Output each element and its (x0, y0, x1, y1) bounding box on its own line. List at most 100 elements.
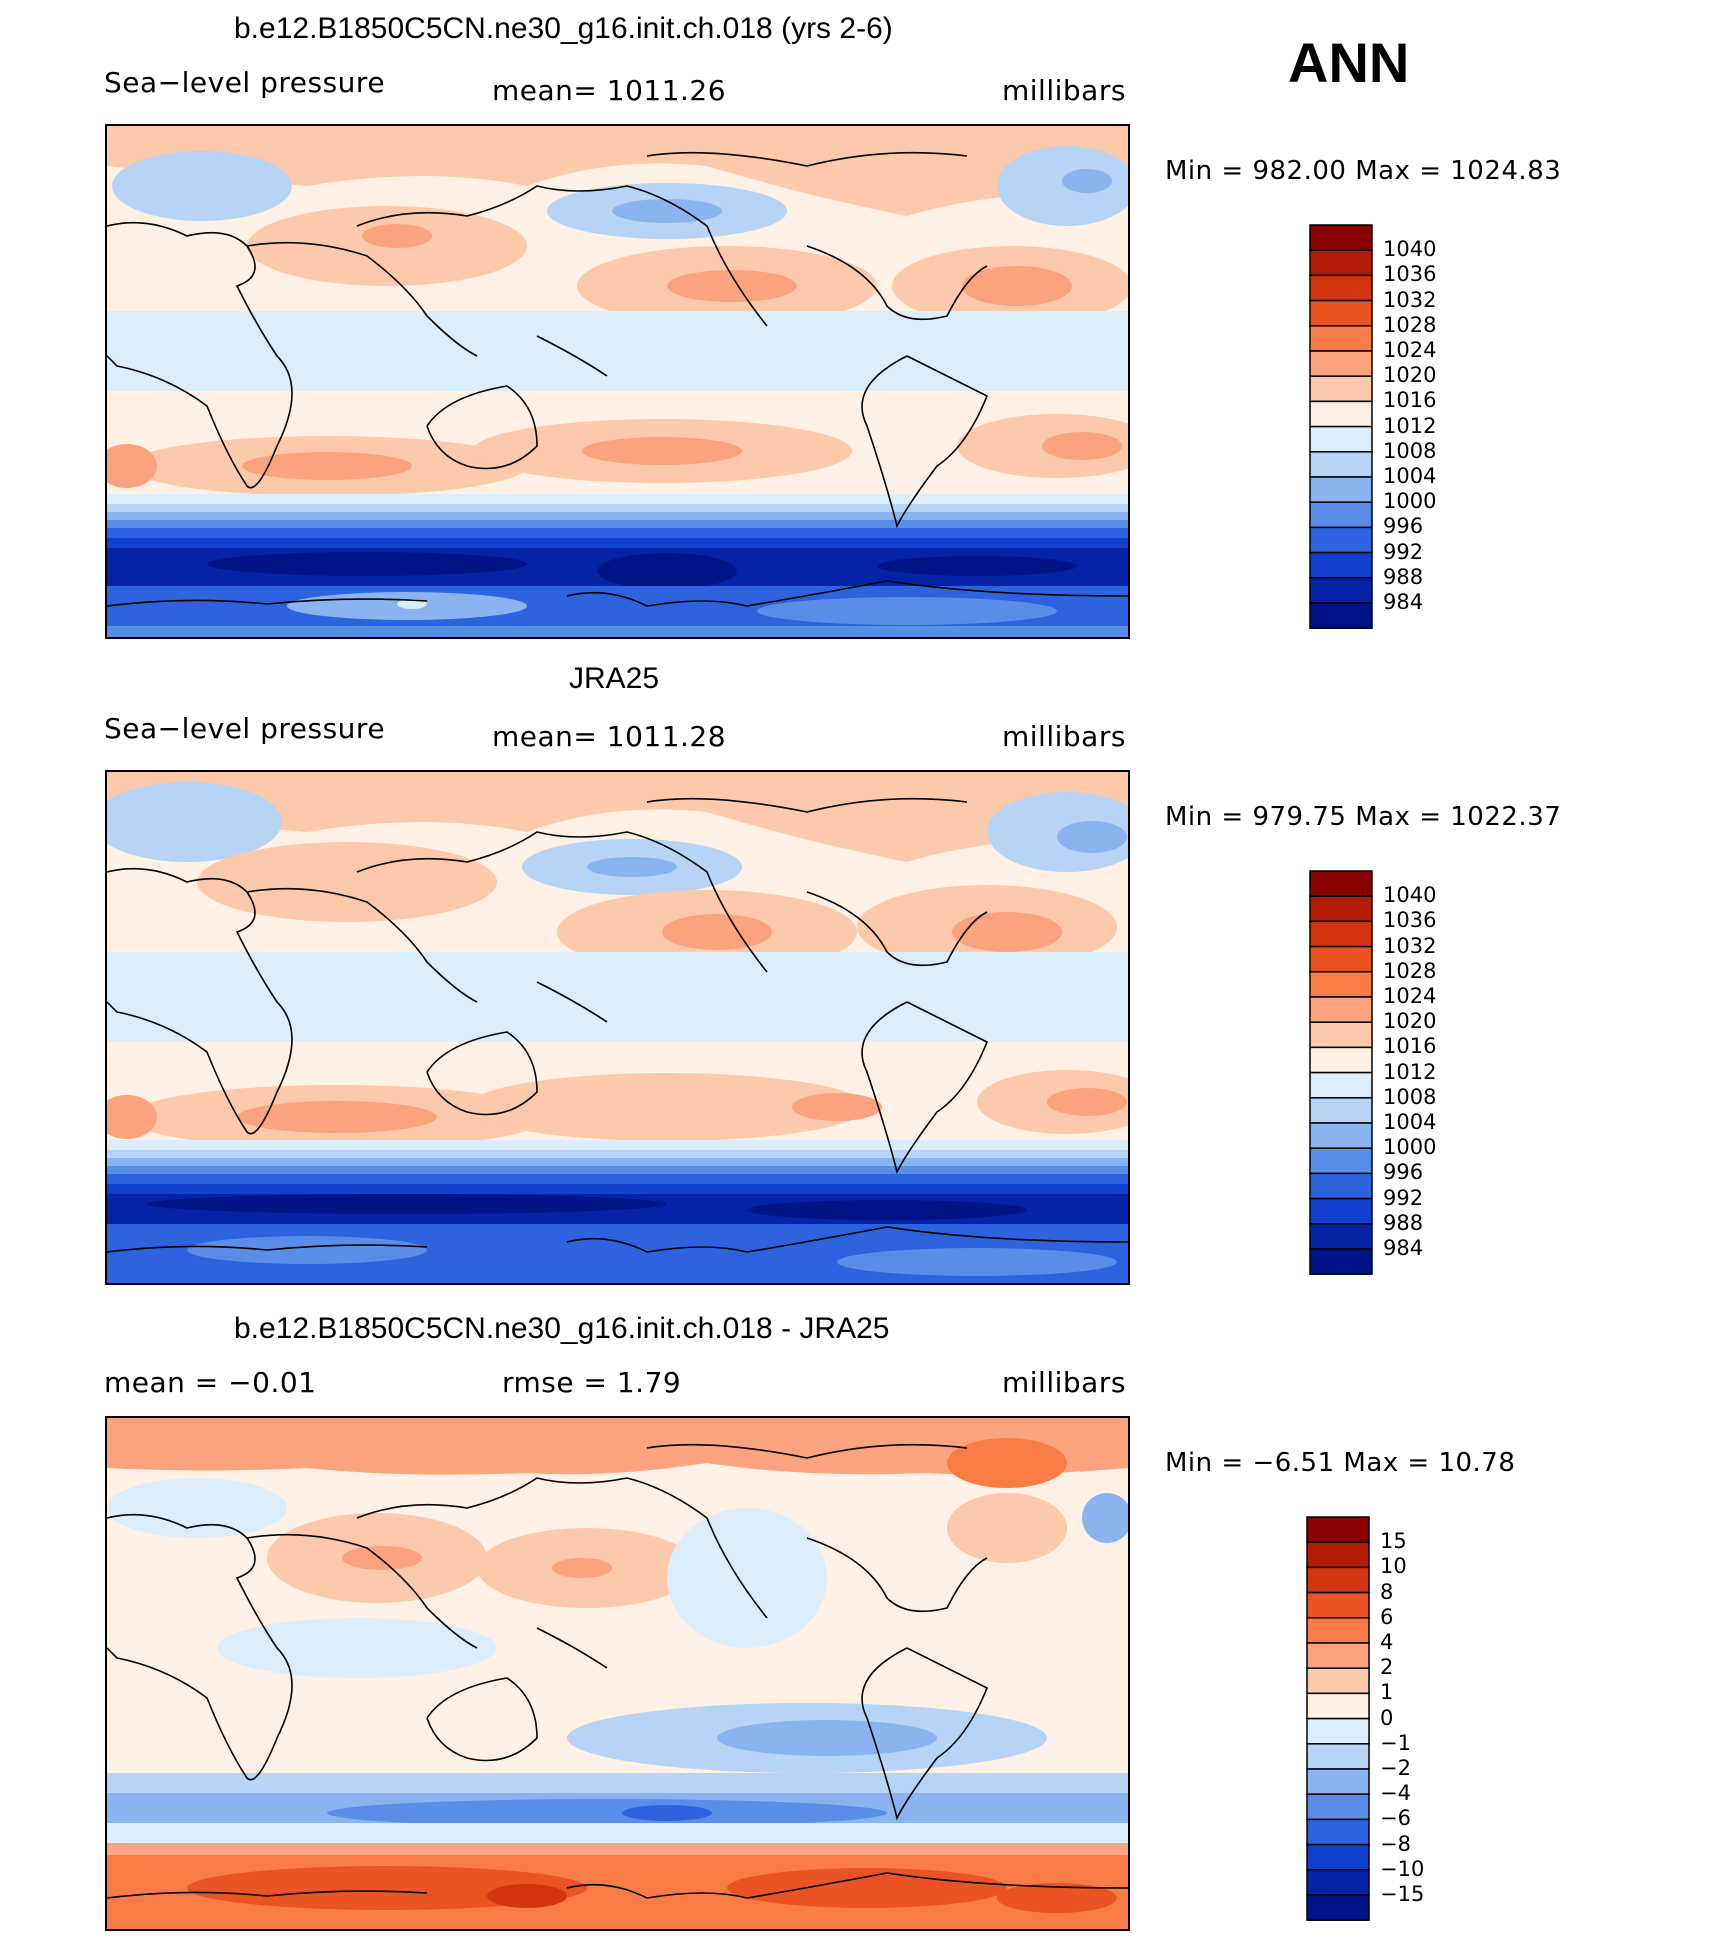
colorbar-swatch (1309, 577, 1373, 604)
colorbar-swatch (1309, 249, 1373, 277)
colorbar-swatch (1306, 1566, 1370, 1594)
colorbar-tick-label: 996 (1383, 514, 1424, 539)
colorbar-swatch (1309, 501, 1373, 529)
colorbar-swatch (1306, 1642, 1370, 1669)
panel-2-variable-label: Sea−level pressure (104, 712, 386, 745)
colorbar-tick-label: −10 (1380, 1856, 1425, 1881)
colorbar-swatch (1309, 476, 1373, 503)
panel-1-colorbar (1309, 224, 1373, 629)
colorbar-swatch (1309, 350, 1373, 377)
panel-1-title: b.e12.B1850C5CN.ne30_g16.init.ch.018 (yr… (234, 12, 893, 45)
colorbar-tick-label: 4 (1380, 1630, 1394, 1654)
colorbar-swatch (1309, 551, 1373, 579)
colorbar-swatch (1306, 1717, 1370, 1745)
colorbar-swatch (1309, 325, 1373, 352)
colorbar-tick-label: 1036 (1383, 908, 1437, 933)
colorbar-tick-label: 1012 (1383, 1059, 1437, 1084)
panel-1-variable-label: Sea−level pressure (104, 66, 386, 99)
colorbar-swatch (1309, 602, 1373, 629)
colorbar-tick-label: 984 (1383, 590, 1424, 614)
colorbar-tick-label: 1036 (1383, 262, 1437, 287)
colorbar-swatch (1306, 1667, 1370, 1695)
colorbar-tick-label: −15 (1380, 1882, 1425, 1906)
colorbar-tick-label: −4 (1380, 1781, 1411, 1806)
colorbar-tick-label: 8 (1380, 1579, 1394, 1604)
colorbar-tick-label: 1008 (1383, 1084, 1437, 1109)
colorbar-tick-label: 1016 (1383, 388, 1437, 413)
colorbar-swatch (1309, 375, 1373, 403)
colorbar-tick-label: 1012 (1383, 413, 1437, 438)
panel-3-mean-label: mean = −0.01 (104, 1366, 317, 1399)
colorbar-tick-label: 10 (1380, 1554, 1407, 1579)
panel-3-map (105, 1416, 1130, 1931)
panel-3-minmax: Min = −6.51 Max = 10.78 (1165, 1448, 1516, 1478)
panel-2-mean-label: mean= 1011.28 (492, 720, 727, 753)
colorbar-tick-label: 1004 (1383, 1110, 1437, 1134)
colorbar-swatch (1309, 1223, 1373, 1250)
colorbar-swatch (1309, 895, 1373, 923)
colorbar-tick-label: 1016 (1383, 1034, 1437, 1059)
colorbar-tick-label: −1 (1380, 1730, 1411, 1755)
colorbar-swatch (1306, 1591, 1370, 1619)
colorbar-tick-label: 984 (1383, 1236, 1424, 1260)
colorbar-tick-label: 1020 (1383, 1009, 1437, 1034)
colorbar-swatch (1309, 1071, 1373, 1099)
colorbar-tick-label: 996 (1383, 1160, 1424, 1185)
colorbar-swatch (1309, 1147, 1373, 1175)
colorbar-swatch (1309, 425, 1373, 453)
colorbar-swatch (1306, 1768, 1370, 1795)
colorbar-swatch (1306, 1869, 1370, 1896)
colorbar-swatch (1309, 1097, 1373, 1124)
colorbar-swatch (1309, 274, 1373, 302)
colorbar-swatch (1309, 1021, 1373, 1049)
panel-1-map (105, 124, 1130, 639)
colorbar-tick-label: 992 (1383, 539, 1424, 564)
panel-2-units-label: millibars (1002, 720, 1126, 753)
colorbar-swatch (1309, 996, 1373, 1023)
colorbar-tick-label: 1028 (1383, 312, 1437, 337)
colorbar-swatch (1309, 1197, 1373, 1225)
colorbar-tick-label: 988 (1383, 564, 1424, 589)
colorbar-swatch (1309, 451, 1373, 478)
colorbar-tick-label: 15 (1380, 1529, 1407, 1554)
panel-3-rmse-label: rmse = 1.79 (502, 1366, 682, 1399)
colorbar-swatch (1306, 1843, 1370, 1871)
colorbar-tick-label: 1000 (1383, 489, 1437, 514)
colorbar-swatch (1309, 1122, 1373, 1149)
colorbar-tick-label: 1004 (1383, 464, 1437, 488)
panel-2-minmax: Min = 979.75 Max = 1022.37 (1165, 802, 1562, 832)
colorbar-swatch (1309, 971, 1373, 998)
colorbar-swatch (1306, 1692, 1370, 1720)
colorbar-tick-label: 1 (1380, 1680, 1394, 1705)
colorbar-tick-label: 1040 (1383, 883, 1437, 908)
colorbar-tick-label: 0 (1380, 1705, 1394, 1730)
colorbar-tick-label: 2 (1380, 1655, 1394, 1680)
panel-2-colorbar (1309, 870, 1373, 1275)
colorbar-tick-label: 1024 (1383, 338, 1437, 362)
colorbar-tick-label: 988 (1383, 1210, 1424, 1235)
colorbar-swatch (1309, 526, 1373, 554)
colorbar-tick-label: 1024 (1383, 984, 1437, 1008)
colorbar-swatch (1306, 1516, 1370, 1543)
colorbar-tick-label: 1040 (1383, 237, 1437, 262)
colorbar-tick-label: 1032 (1383, 933, 1437, 958)
colorbar-swatch (1306, 1818, 1370, 1846)
colorbar-swatch (1309, 870, 1373, 897)
colorbar-tick-label: −2 (1380, 1756, 1411, 1780)
colorbar-swatch (1309, 920, 1373, 948)
colorbar-swatch (1309, 1172, 1373, 1200)
colorbar-tick-label: −6 (1380, 1806, 1411, 1831)
panel-2-title: JRA25 (569, 662, 660, 695)
colorbar-swatch (1309, 1046, 1373, 1074)
colorbar-swatch (1309, 299, 1373, 327)
colorbar-swatch (1306, 1743, 1370, 1770)
colorbar-tick-label: 992 (1383, 1185, 1424, 1210)
colorbar-swatch (1306, 1894, 1370, 1921)
colorbar-swatch (1309, 224, 1373, 251)
panel-3-colorbar (1306, 1516, 1370, 1921)
colorbar-swatch (1309, 400, 1373, 428)
panel-1-units-label: millibars (1002, 74, 1126, 107)
colorbar-swatch (1309, 1248, 1373, 1275)
colorbar-tick-label: 6 (1380, 1604, 1394, 1629)
colorbar-tick-label: −8 (1380, 1831, 1411, 1856)
